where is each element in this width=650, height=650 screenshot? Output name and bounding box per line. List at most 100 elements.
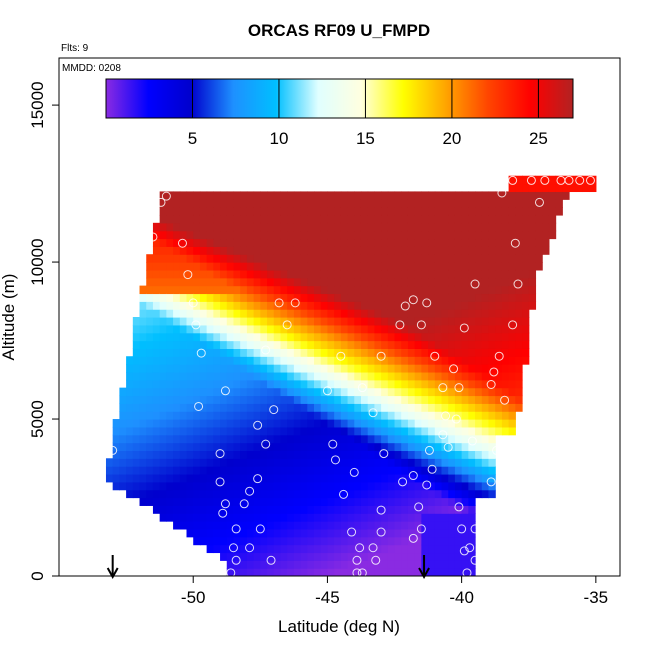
heatmap-cell	[206, 214, 214, 224]
heatmap-cell	[394, 442, 402, 452]
heatmap-cell	[220, 199, 228, 208]
heatmap-cell	[475, 246, 483, 255]
heatmap-cell	[468, 497, 476, 506]
heatmap-cell	[394, 544, 402, 554]
heatmap-cell	[206, 473, 214, 483]
heatmap-cell	[186, 473, 194, 483]
heatmap-cell	[193, 521, 201, 530]
heatmap-cell	[293, 254, 302, 263]
heatmap-cell	[173, 387, 181, 397]
heatmap-cell	[340, 238, 349, 247]
track-point-34	[510, 238, 520, 248]
heatmap-cell	[152, 246, 161, 255]
heatmap-cell	[273, 238, 282, 247]
heatmap-cell	[240, 568, 248, 576]
heatmap-cell	[542, 230, 550, 240]
heatmap-cell	[475, 403, 483, 412]
heatmap-cell	[428, 293, 436, 302]
heatmap-cell	[407, 309, 416, 318]
heatmap-cell	[414, 536, 422, 546]
heatmap-cell	[139, 458, 147, 467]
heatmap-cell	[394, 348, 402, 357]
heatmap-cell	[186, 528, 194, 538]
heatmap-cell	[441, 450, 449, 459]
heatmap-cell	[159, 348, 167, 357]
heatmap-cell	[448, 340, 456, 349]
heatmap-cell	[293, 214, 302, 224]
heatmap-cell	[146, 403, 154, 412]
heatmap-cell	[448, 277, 456, 287]
heatmap-cell	[206, 340, 214, 349]
heatmap-cell	[454, 434, 463, 444]
heatmap-cell	[139, 419, 147, 428]
heatmap-cell	[515, 387, 523, 397]
heatmap-cell	[199, 473, 208, 483]
heatmap-cell	[448, 426, 456, 436]
heatmap-cell	[287, 254, 295, 263]
heatmap-cell	[173, 332, 181, 342]
heatmap-cell	[501, 309, 510, 318]
heatmap-cell	[206, 207, 214, 216]
heatmap-cell	[481, 230, 490, 240]
heatmap-cell	[461, 473, 469, 483]
heatmap-cell	[421, 199, 429, 208]
heatmap-cell	[173, 309, 181, 318]
heatmap-cell	[481, 489, 490, 499]
heatmap-cell	[360, 426, 369, 436]
heatmap-cell	[199, 324, 208, 334]
heatmap-cell	[314, 277, 322, 287]
heatmap-cell	[434, 254, 443, 263]
heatmap-cell	[273, 568, 282, 576]
heatmap-cell	[267, 442, 275, 452]
heatmap-cell	[320, 387, 329, 397]
heatmap-cell	[354, 246, 362, 255]
heatmap-cell	[495, 309, 503, 318]
heatmap-cell	[287, 426, 295, 436]
heatmap-cell	[246, 403, 255, 412]
heatmap-cell	[159, 497, 167, 506]
heatmap-cell	[314, 301, 322, 310]
heatmap-cell	[340, 356, 349, 365]
heatmap-cell	[441, 269, 449, 279]
heatmap-cell	[354, 387, 362, 397]
heatmap-cell	[434, 277, 443, 287]
heatmap-cell	[340, 348, 349, 357]
heatmap-cell	[300, 340, 308, 349]
heatmap-cell	[179, 379, 188, 389]
heatmap-cell	[448, 513, 456, 522]
heatmap-cell	[173, 521, 181, 530]
heatmap-cell	[260, 254, 268, 263]
heatmap-cell	[226, 301, 235, 310]
heatmap-cell	[186, 214, 194, 224]
heatmap-cell	[273, 199, 282, 208]
heatmap-cell	[280, 214, 288, 224]
heatmap-cell	[220, 552, 228, 561]
heatmap-cell	[314, 434, 322, 444]
heatmap-cell	[213, 269, 221, 279]
heatmap-cell	[226, 254, 235, 263]
heatmap-cell	[260, 324, 268, 334]
heatmap-cell	[501, 371, 510, 381]
heatmap-cell	[374, 513, 382, 522]
heatmap-cell	[173, 324, 181, 334]
heatmap-cell	[132, 481, 141, 491]
track-point-94	[245, 486, 255, 496]
heatmap-cell	[481, 411, 490, 420]
heatmap-cell	[233, 207, 241, 216]
heatmap-cell	[300, 269, 308, 279]
heatmap-cell	[314, 403, 322, 412]
heatmap-cell	[220, 238, 228, 247]
heatmap-cell	[206, 528, 214, 538]
heatmap-cell	[475, 222, 483, 232]
heatmap-cell	[340, 505, 349, 514]
track-point-31	[508, 320, 518, 330]
heatmap-cell	[132, 442, 141, 452]
colorbar-tick-label-3: 20	[442, 129, 461, 148]
heatmap-cell	[354, 317, 362, 326]
heatmap-cell	[401, 309, 409, 318]
heatmap-cell	[206, 387, 214, 397]
heatmap-cell	[267, 238, 275, 247]
track-point-75	[376, 527, 386, 537]
heatmap-cell	[508, 348, 516, 357]
track-point-3	[177, 238, 187, 248]
